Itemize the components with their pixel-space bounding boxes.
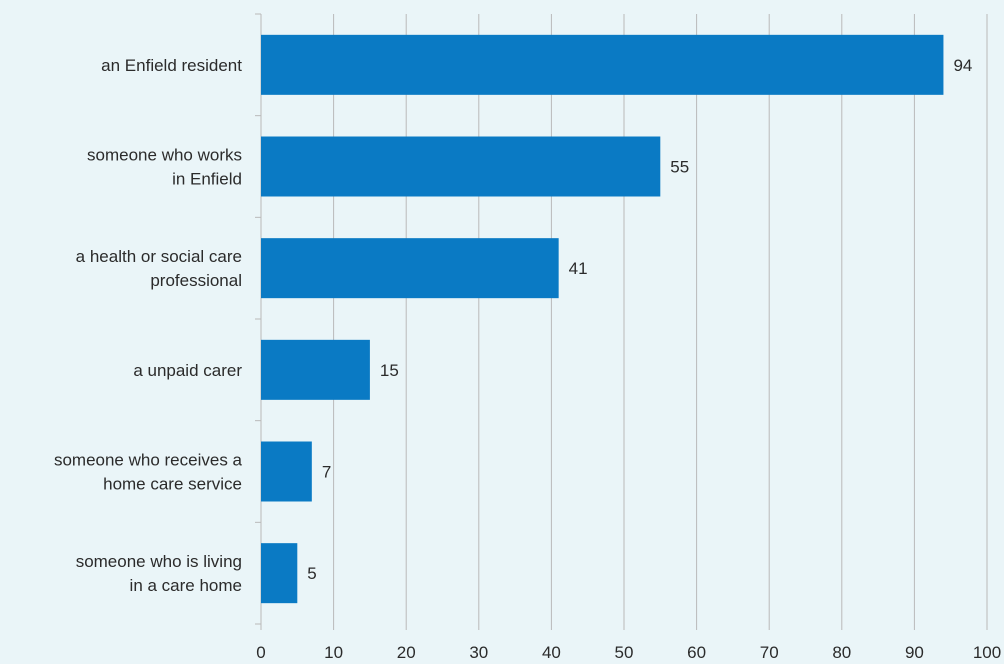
bar <box>261 339 370 400</box>
category-label-line: professional <box>150 271 242 290</box>
x-tick-label: 50 <box>615 643 634 662</box>
x-tick-label: 60 <box>687 643 706 662</box>
bar <box>261 238 559 299</box>
x-tick-label: 30 <box>469 643 488 662</box>
category-label: someone who works in Enfield <box>87 146 242 189</box>
data-label: 55 <box>670 158 689 177</box>
data-labels: 94 55 41 15 7 5 <box>307 56 972 583</box>
x-tick-label: 40 <box>542 643 561 662</box>
category-label-line: in a care home <box>130 576 242 595</box>
category-label: someone who receives a home care service <box>54 451 243 494</box>
category-label-line: someone who receives a <box>54 451 243 470</box>
bars <box>261 34 944 604</box>
x-axis-ticks: 0 10 20 30 40 50 60 70 80 90 100 <box>256 643 1001 662</box>
category-label-line: a health or social care <box>76 247 242 266</box>
data-label: 94 <box>953 56 972 75</box>
bar <box>261 543 298 604</box>
category-label: an Enfield resident <box>101 56 242 75</box>
category-label-line: someone who works <box>87 146 242 165</box>
x-tick-label: 90 <box>905 643 924 662</box>
data-label: 7 <box>322 463 331 482</box>
category-label: someone who is living in a care home <box>76 552 242 595</box>
category-label: a health or social care professional <box>76 247 242 290</box>
x-tick-label: 100 <box>973 643 1001 662</box>
bar <box>261 441 312 502</box>
bar <box>261 34 944 95</box>
x-tick-label: 80 <box>832 643 851 662</box>
x-tick-label: 70 <box>760 643 779 662</box>
category-labels: an Enfield resident someone who works in E… <box>54 56 243 595</box>
category-label-line: a unpaid carer <box>133 361 242 380</box>
x-tick-label: 0 <box>256 643 265 662</box>
category-label: a unpaid carer <box>133 361 242 380</box>
category-label-line: in Enfield <box>172 170 242 189</box>
data-label: 15 <box>380 361 399 380</box>
category-label-line: home care service <box>103 475 242 494</box>
data-label: 5 <box>307 564 316 583</box>
category-label-line: someone who is living <box>76 552 242 571</box>
x-tick-label: 20 <box>397 643 416 662</box>
category-label-line: an Enfield resident <box>101 56 242 75</box>
grid-lines <box>255 13 988 630</box>
data-label: 41 <box>569 259 588 278</box>
x-tick-label: 10 <box>324 643 343 662</box>
bar <box>261 136 661 197</box>
